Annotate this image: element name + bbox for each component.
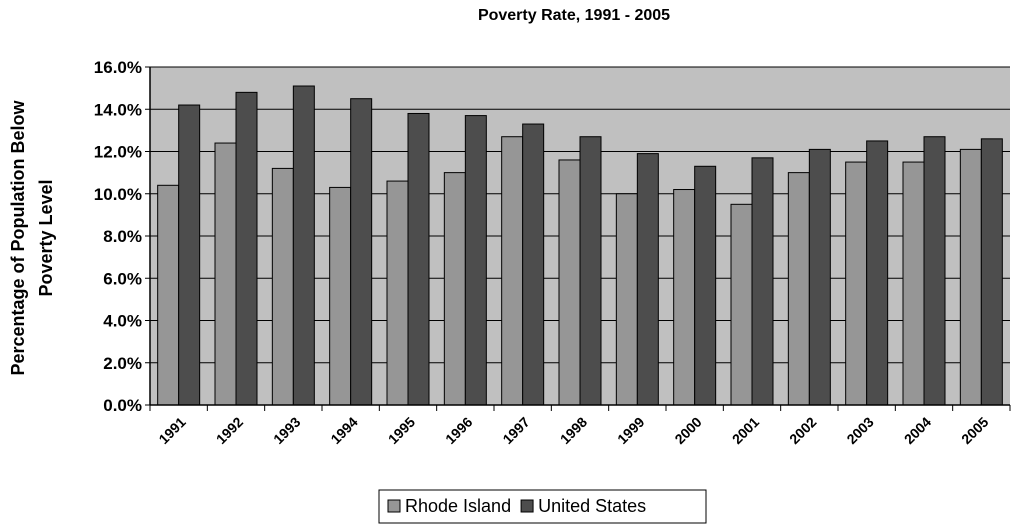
bar-rhode-island-2003: [845, 161, 868, 406]
bar-united-states-1997: [522, 123, 545, 406]
legend-box: [378, 489, 707, 524]
bar-rhode-island-1997: [501, 136, 524, 406]
bar-united-states-1992: [235, 91, 258, 406]
y-tick-label: 12.0%: [94, 143, 142, 162]
x-tick-label: 2002: [786, 414, 819, 447]
x-tick-label: 1992: [213, 414, 246, 447]
legend-swatch-rhode-island: [387, 499, 401, 513]
x-tick-label: 1996: [442, 414, 475, 447]
y-tick-label: 0.0%: [103, 396, 142, 415]
x-tick-label: 2003: [843, 414, 876, 447]
bar-united-states-1993: [292, 85, 315, 406]
bar-united-states-1991: [178, 104, 201, 406]
x-tick-label: 1999: [614, 414, 647, 447]
bar-united-states-2005: [980, 138, 1003, 406]
bar-rhode-island-1996: [443, 172, 466, 406]
bar-rhode-island-2000: [673, 189, 696, 406]
bar-rhode-island-1992: [214, 142, 237, 406]
legend-label-united-states: United States: [538, 496, 646, 516]
x-tick-label: 1995: [385, 414, 418, 447]
x-tick-label: 2000: [671, 414, 704, 447]
y-tick-label: 2.0%: [103, 354, 142, 373]
bar-rhode-island-2001: [730, 203, 753, 406]
bar-rhode-island-2002: [787, 172, 810, 406]
x-tick-label: 1991: [155, 414, 188, 447]
chart-title: Poverty Rate, 1991 - 2005: [478, 7, 670, 24]
bar-rhode-island-2004: [902, 161, 925, 406]
y-tick-label: 4.0%: [103, 312, 142, 331]
bar-rhode-island-1991: [157, 184, 180, 406]
legend-swatch-united-states: [520, 499, 534, 513]
bar-rhode-island-2005: [959, 148, 982, 406]
bar-rhode-island-1999: [615, 193, 638, 406]
y-axis-title-line-1: Percentage of Population Below: [8, 99, 28, 375]
y-axis-title-line-2: Poverty Level: [36, 179, 56, 296]
bar-rhode-island-1998: [558, 159, 581, 406]
bar-united-states-2000: [694, 165, 717, 406]
bar-united-states-1994: [350, 98, 373, 406]
y-tick-label: 14.0%: [94, 100, 142, 119]
bar-united-states-1995: [407, 112, 430, 406]
bar-united-states-1996: [464, 115, 487, 406]
bar-united-states-1998: [579, 136, 602, 406]
x-tick-label: 1993: [270, 414, 303, 447]
y-axis-title: Percentage of Population Below Poverty L…: [8, 99, 56, 375]
y-tick-label: 16.0%: [94, 58, 142, 77]
y-axis-ticks: 0.0% 2.0% 4.0% 6.0% 8.0% 10.0% 12.0% 14.0% 16.0%: [94, 58, 150, 415]
x-tick-label: 1994: [327, 414, 360, 447]
y-tick-label: 6.0%: [103, 269, 142, 288]
bar-rhode-island-1995: [386, 180, 409, 406]
x-tick-label: 1998: [557, 414, 590, 447]
y-tick-label: 10.0%: [94, 185, 142, 204]
y-tick-label: 8.0%: [103, 227, 142, 246]
x-axis-ticks: 1991 1992 1993 1994 1995 1996 1997 1998 1999 2000…: [149, 405, 1011, 447]
bar-united-states-2002: [808, 148, 831, 406]
bar-rhode-island-1994: [329, 186, 352, 406]
bar-united-states-2004: [923, 136, 946, 406]
x-tick-label: 1997: [499, 414, 532, 447]
legend-label-rhode-island: Rhode Island: [405, 496, 511, 516]
bar-united-states-1999: [636, 153, 659, 406]
bar-united-states-2003: [866, 140, 889, 406]
x-tick-label: 2005: [958, 414, 991, 447]
bar-united-states-2001: [751, 157, 774, 406]
x-tick-label: 2001: [729, 414, 762, 447]
legend: Rhode Island United States: [378, 489, 707, 524]
bar-rhode-island-1993: [271, 167, 294, 406]
x-tick-label: 2004: [901, 414, 934, 447]
